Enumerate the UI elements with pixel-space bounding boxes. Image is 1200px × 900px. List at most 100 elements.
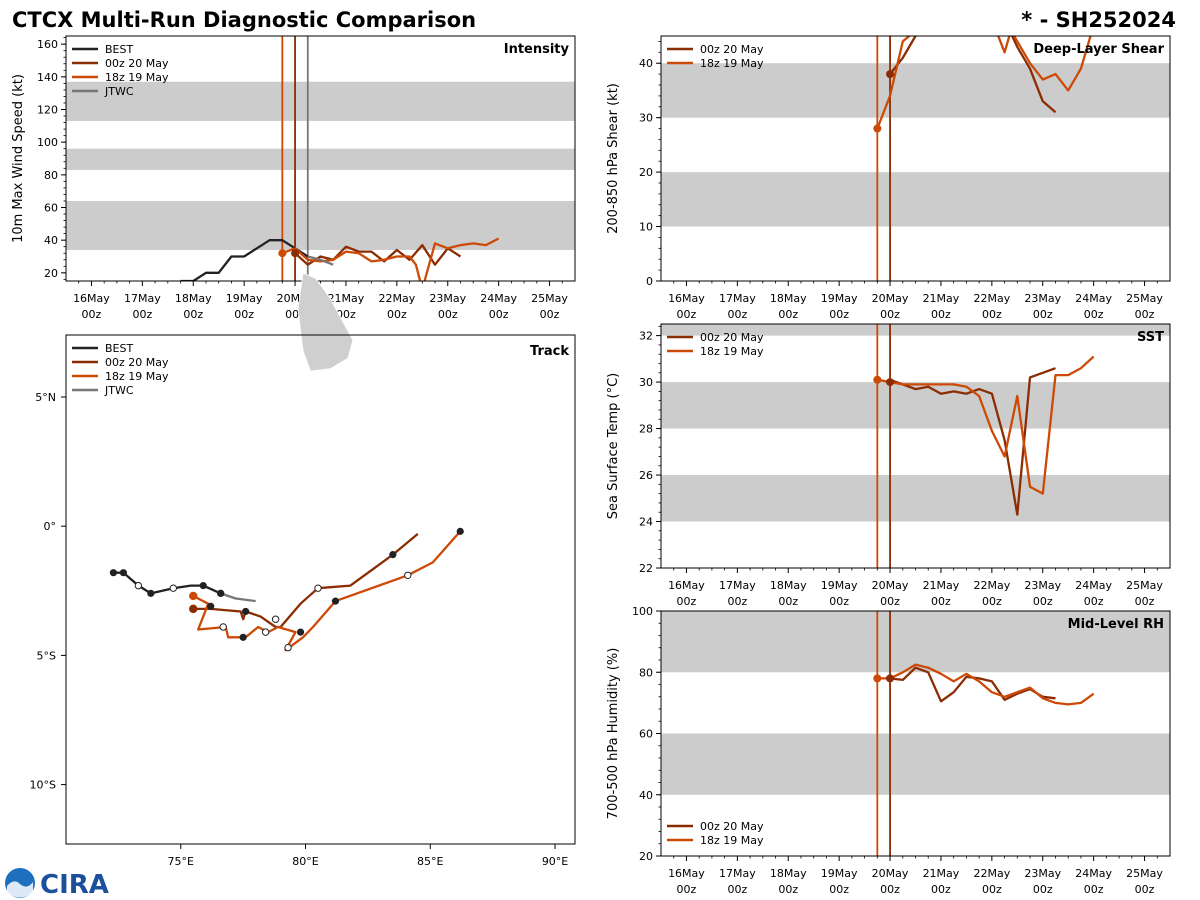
x-tick-day: 23May: [429, 292, 466, 305]
y-tick-label: 10°S: [30, 779, 56, 792]
series-line-jtwc: [307, 255, 334, 266]
x-tick-day: 16May: [668, 867, 705, 880]
x-tick-hour: 00z: [387, 308, 407, 321]
legend-label: 00z 20 May: [700, 43, 764, 56]
legend-label: 00z 20 May: [700, 331, 764, 344]
x-tick-hour: 00z: [489, 308, 509, 321]
x-tick-hour: 00z: [982, 883, 1002, 896]
init-marker-run00z: [886, 674, 895, 683]
legend-label: 18z 19 May: [700, 345, 764, 358]
plot-frame: [65, 35, 576, 282]
shaded-band: [661, 324, 1170, 336]
x-tick-day: 19May: [821, 867, 858, 880]
x-tick-day: 20May: [872, 292, 909, 305]
noaa-wave-icon: [7, 881, 33, 898]
x-tick-hour: 00z: [1135, 595, 1155, 608]
x-tick-hour: 00z: [677, 308, 697, 321]
x-tick-day: 24May: [480, 292, 517, 305]
x-tick-label: 80°E: [292, 855, 318, 868]
track-point-filled: [207, 602, 215, 610]
track-point-filled: [119, 569, 127, 577]
x-tick-hour: 00z: [1084, 883, 1104, 896]
x-tick-day: 18May: [770, 579, 807, 592]
panel-title: Deep-Layer Shear: [1033, 42, 1164, 57]
y-tick-label: 140: [37, 71, 58, 84]
init-marker-run18z: [873, 124, 882, 133]
init-marker-run00z: [886, 70, 895, 79]
series-line-run18z: [876, 36, 1092, 130]
y-tick-label: 80: [639, 666, 653, 679]
plot-frame: [660, 610, 1171, 857]
x-tick-hour: 00z: [183, 308, 203, 321]
y-tick-label: 60: [44, 202, 58, 215]
x-tick-day: 20May: [872, 867, 909, 880]
track-line-jtwc: [220, 592, 256, 603]
cira-logo: CIRA: [5, 868, 109, 900]
x-tick-hour: 00z: [1084, 308, 1104, 321]
y-tick-label: 30: [639, 112, 653, 125]
sst-panel: 22 24 26 28 30 32 16May 00z 17May 00z 18May 00z 19Ma…: [606, 323, 1171, 608]
x-tick-day: 17May: [719, 292, 756, 305]
x-tick-day: 22May: [973, 292, 1010, 305]
y-tick-label: 20: [639, 850, 653, 863]
track-point-open: [134, 581, 143, 590]
y-axis-label: 700-500 hPa Humidity (%): [606, 648, 621, 820]
x-tick-hour: 00z: [778, 883, 798, 896]
track-point-filled: [242, 607, 250, 616]
track-point-filled: [331, 597, 340, 605]
track-point-filled: [147, 589, 155, 597]
x-tick-hour: 00z: [132, 308, 152, 321]
panel-title: Intensity: [504, 42, 570, 57]
track-point-open: [169, 584, 177, 592]
x-tick-day: 21May: [923, 292, 960, 305]
shaded-band: [661, 63, 1170, 118]
x-tick-day: 23May: [1024, 579, 1061, 592]
x-tick-hour: 00z: [727, 308, 747, 321]
plot-frame: [660, 323, 1171, 569]
legend-label: BEST: [105, 342, 133, 355]
x-tick-day: 17May: [719, 579, 756, 592]
shaded-band: [661, 611, 1170, 673]
x-tick-day: 18May: [770, 292, 807, 305]
track-point-filled: [239, 633, 247, 641]
y-tick-label: 28: [639, 423, 653, 436]
series-line-run18z: [281, 237, 500, 281]
x-tick-hour: 00z: [1084, 595, 1104, 608]
x-tick-day: 20May: [872, 579, 909, 592]
init-marker-run18z: [278, 249, 287, 258]
shaded-band: [661, 172, 1170, 227]
legend-label: 18z 19 May: [700, 57, 764, 70]
series-group: [873, 663, 1095, 706]
series-line-run00z: [889, 36, 1057, 114]
track-point-filled: [389, 551, 397, 559]
x-tick-day: 24May: [1075, 867, 1112, 880]
x-tick-hour: 00z: [982, 308, 1002, 321]
x-tick-day: 22May: [973, 579, 1010, 592]
track-start-run00z: [189, 604, 198, 614]
y-tick-label: 100: [37, 136, 58, 149]
x-tick-hour: 00z: [727, 883, 747, 896]
x-tick-day: 18May: [770, 867, 807, 880]
x-tick-hour: 00z: [727, 595, 747, 608]
legend-label: 00z 20 May: [700, 820, 764, 833]
series-group: [873, 355, 1095, 516]
x-tick-hour: 00z: [82, 308, 102, 321]
x-tick-label: 90°E: [542, 855, 568, 868]
x-tick-hour: 00z: [1033, 883, 1053, 896]
panel-title: SST: [1137, 330, 1164, 345]
series-line-best: [180, 239, 309, 281]
y-tick-label: 160: [37, 38, 58, 51]
shaded-band: [66, 81, 575, 121]
track-point-open: [219, 623, 227, 631]
track-point-open: [271, 615, 280, 623]
x-tick-day: 17May: [124, 292, 161, 305]
x-tick-hour: 00z: [677, 595, 697, 608]
y-tick-label: 80: [44, 169, 58, 182]
legend-label: 18z 19 May: [700, 834, 764, 847]
x-tick-day: 24May: [1075, 292, 1112, 305]
x-tick-day: 21May: [923, 579, 960, 592]
plot-frame: [65, 334, 576, 845]
y-tick-label: 0: [646, 275, 653, 288]
storm-id: * - SH252024: [1021, 8, 1176, 32]
